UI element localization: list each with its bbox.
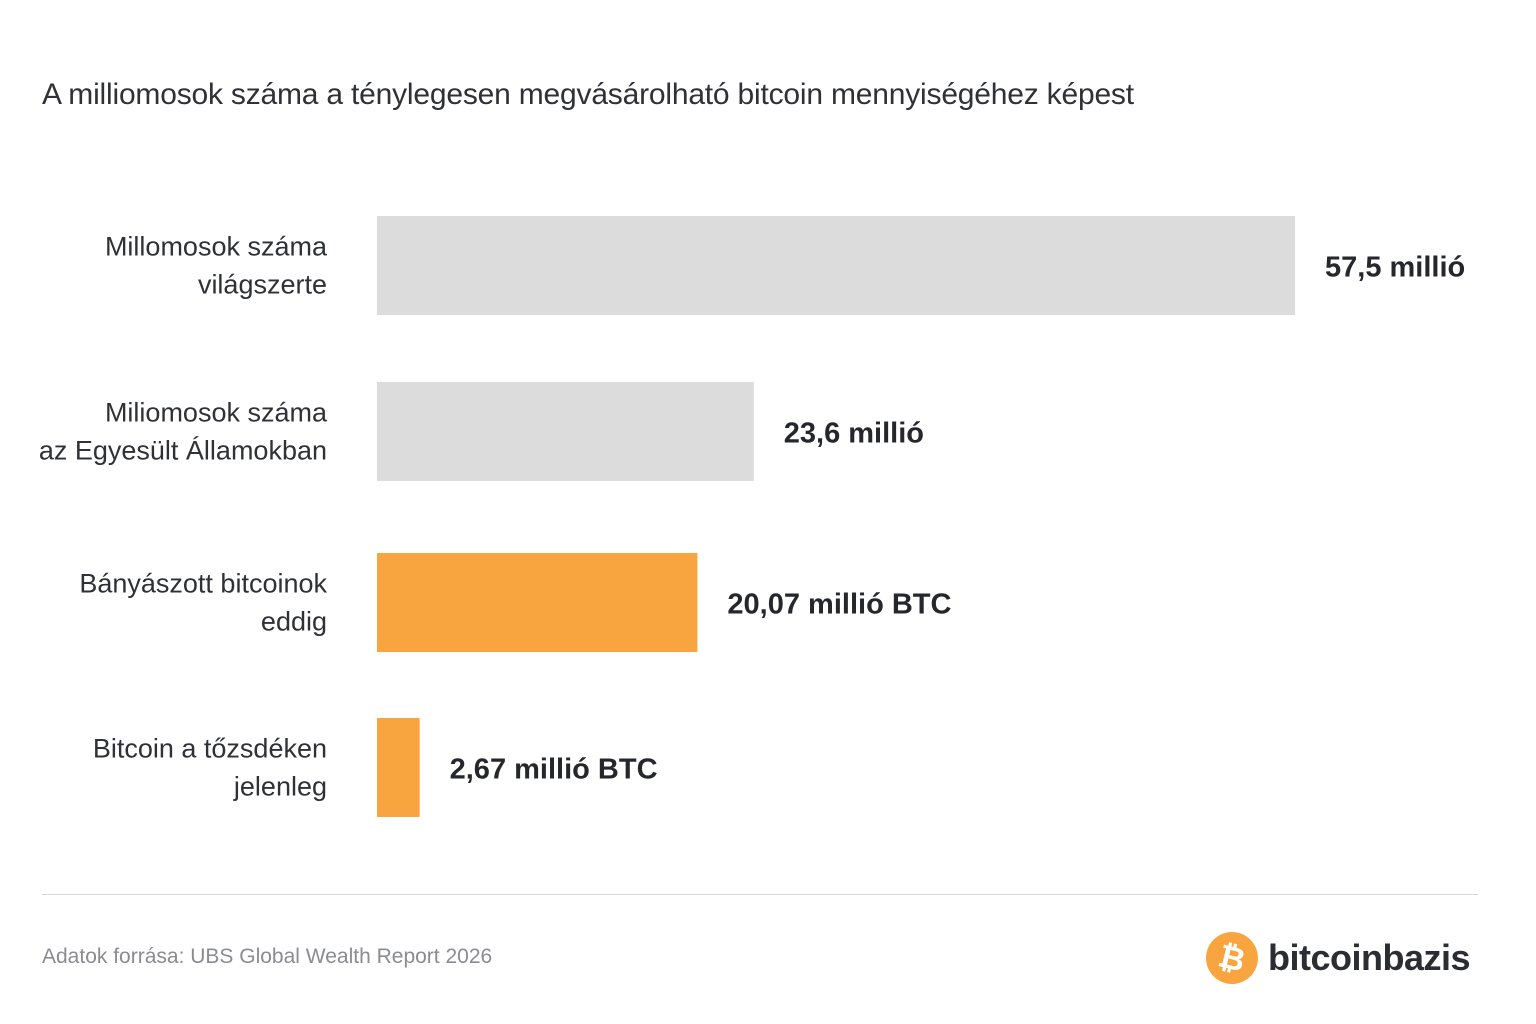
footer-divider (42, 894, 1478, 895)
bar-3 (377, 718, 420, 817)
value-label-1: 23,6 millió (784, 418, 924, 450)
bar-chart: Millomosok száma világszerte 57,5 millió Mi… (39, 216, 1465, 817)
category-label-3-1: jelenleg (233, 772, 327, 802)
category-label-3-0: Bitcoin a tőzsdéken (93, 734, 327, 764)
category-label-1-1: az Egyesült Államokban (39, 436, 327, 466)
value-label-3: 2,67 millió BTC (450, 754, 658, 786)
data-source: Adatok forrása: UBS Global Wealth Report… (42, 945, 493, 968)
category-label-1-0: Miliomosok száma (105, 398, 328, 428)
value-label-2: 20,07 millió BTC (727, 589, 951, 621)
value-label-0: 57,5 millió (1325, 252, 1465, 284)
category-label-0-0: Millomosok száma (105, 232, 328, 262)
bar-1 (377, 382, 754, 481)
bar-2 (377, 553, 698, 652)
bitcoin-icon: ₿ (1200, 926, 1264, 990)
category-label-2-0: Bányászott bitcoinok (79, 569, 327, 599)
brand-name: bitcoinbazis (1267, 937, 1471, 978)
category-label-2-1: eddig (261, 607, 327, 637)
chart-title: A milliomosok száma a ténylegesen megvás… (42, 78, 1134, 111)
category-label-0-1: világszerte (198, 270, 327, 300)
bar-0 (377, 216, 1295, 315)
brand-logo: ₿ bitcoinbazis (1200, 926, 1471, 990)
